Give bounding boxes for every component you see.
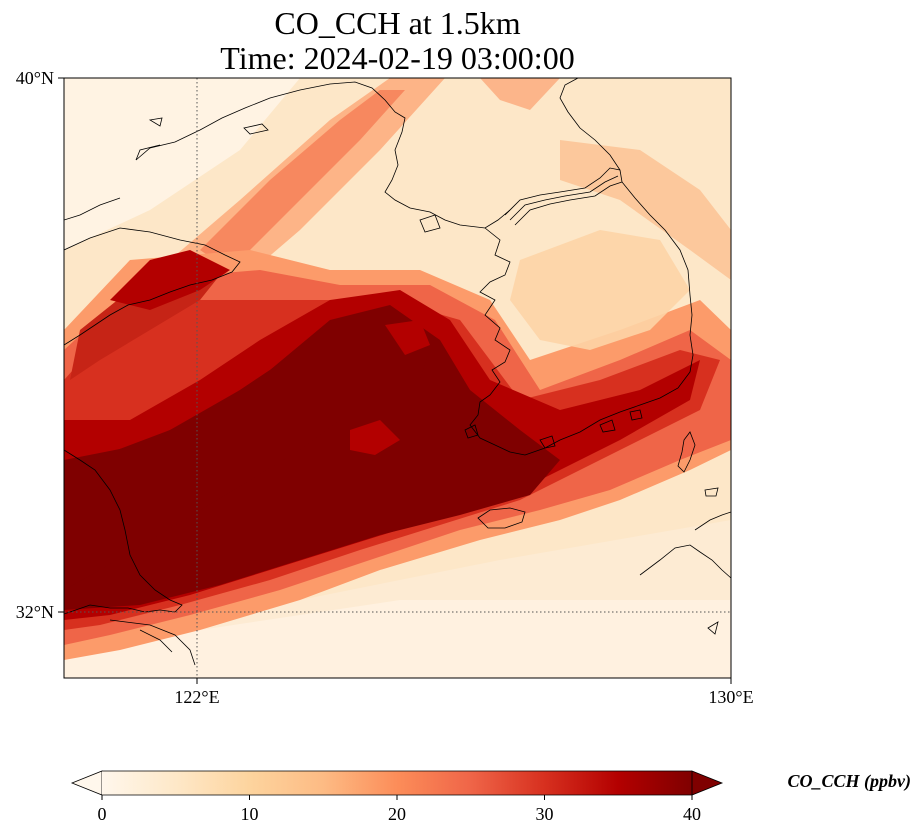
map-frame xyxy=(63,77,732,679)
map-subtitle-time: Time: 2024-02-19 03:00:00 xyxy=(220,40,575,76)
lon-label-130e: 130°E xyxy=(708,687,753,707)
colorbar-gradient xyxy=(102,771,692,795)
axis-ticks xyxy=(58,77,732,684)
gridlines xyxy=(64,78,731,678)
lat-label-40n: 40°N xyxy=(16,68,54,88)
colorbar-tick-30: 30 xyxy=(536,804,554,824)
colorbar-tick-10: 10 xyxy=(241,804,259,824)
colorbar: 0 10 20 30 40 CO_CCH (ppbv) xyxy=(70,770,912,824)
colorbar-label: CO_CCH (ppbv) xyxy=(788,771,912,792)
colorbar-extend-max xyxy=(691,770,724,796)
colorbar-tick-20: 20 xyxy=(388,804,406,824)
lat-label-32n: 32°N xyxy=(16,602,54,622)
lon-label-122e: 122°E xyxy=(174,687,219,707)
colorbar-tick-40: 40 xyxy=(683,804,701,824)
colorbar-extend-min xyxy=(70,770,103,796)
map-title: CO_CCH at 1.5km xyxy=(274,5,521,41)
colorbar-tick-0: 0 xyxy=(98,804,107,824)
co-concentration-field xyxy=(64,78,731,678)
coastlines xyxy=(64,78,731,666)
